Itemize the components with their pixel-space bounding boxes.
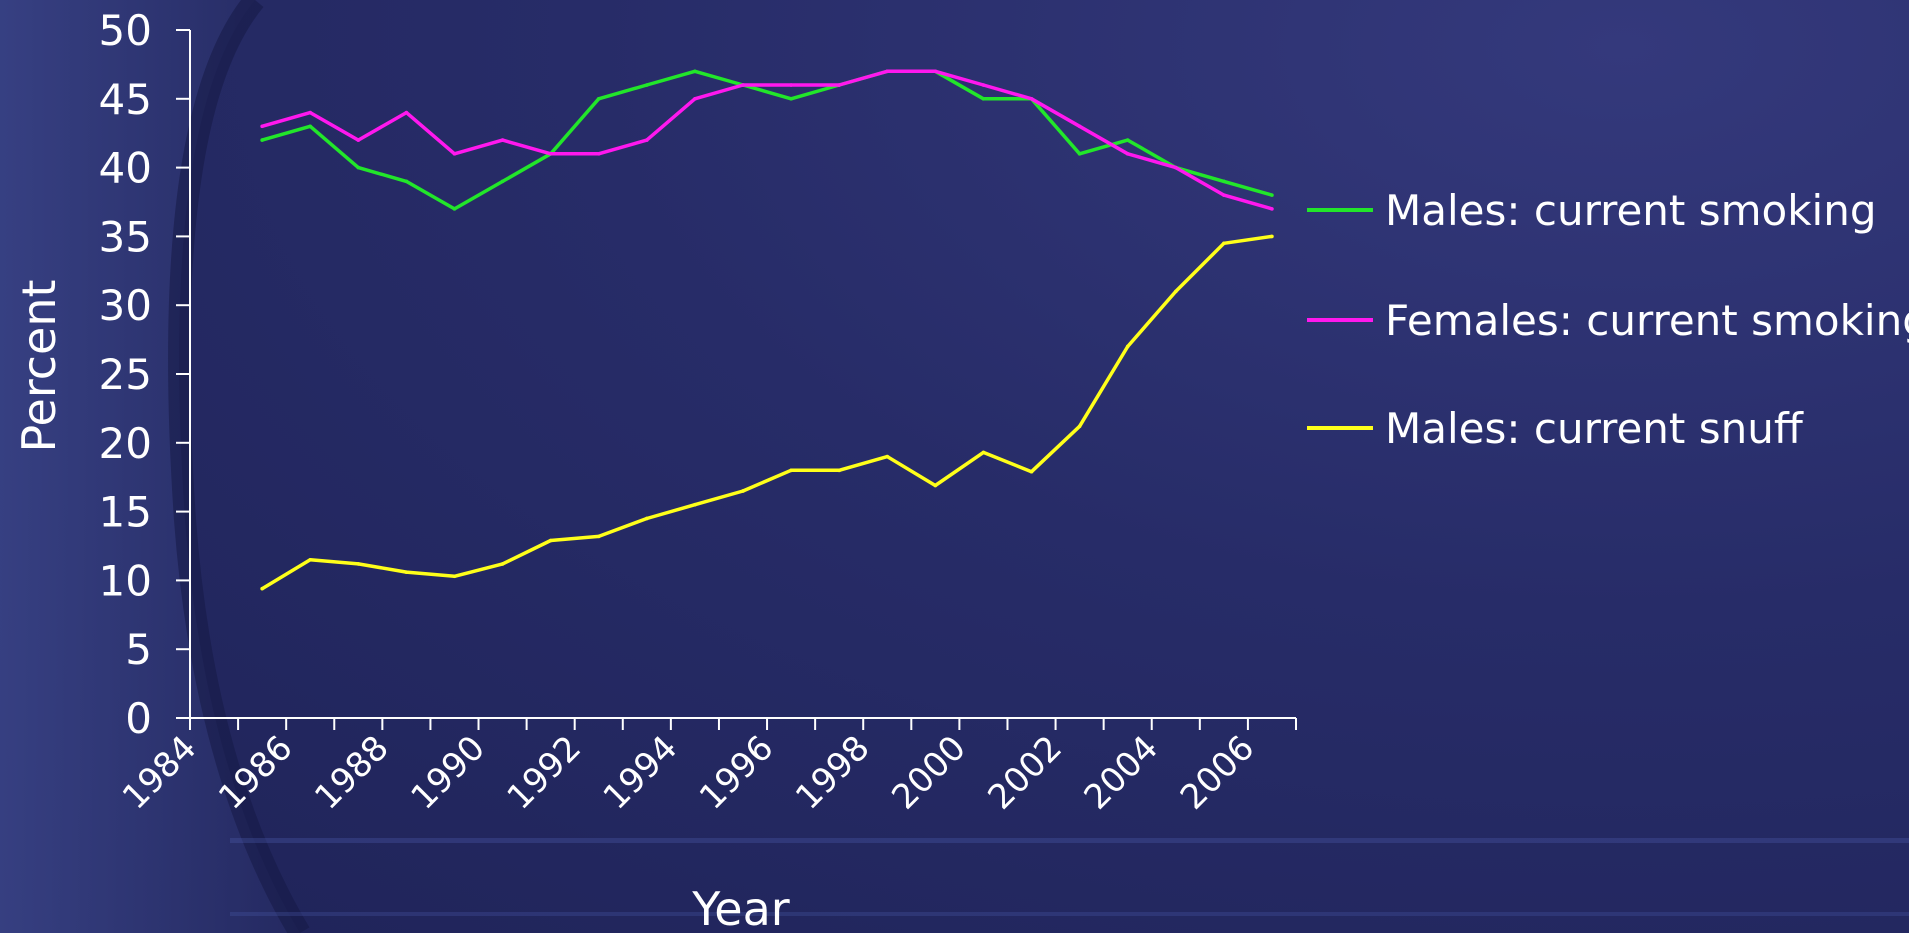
data-point xyxy=(789,83,793,87)
data-point xyxy=(452,207,457,211)
data-point xyxy=(981,97,986,101)
x-tick-label: 2002 xyxy=(980,728,1069,817)
x-tick-label: 1990 xyxy=(403,728,492,817)
y-axis-title: Percent xyxy=(12,279,66,452)
data-point xyxy=(1173,165,1178,170)
y-tick-label: 0 xyxy=(125,694,152,743)
data-point xyxy=(1222,193,1226,197)
data-point xyxy=(356,562,361,566)
series-line-2 xyxy=(261,69,1273,211)
series-line-1 xyxy=(261,69,1273,211)
data-point xyxy=(1125,152,1130,156)
data-point xyxy=(741,83,745,87)
y-tick-label: 35 xyxy=(99,212,152,261)
y-tick-label: 40 xyxy=(99,144,152,193)
data-point xyxy=(789,97,793,101)
data-point xyxy=(596,534,601,539)
data-point xyxy=(1270,193,1274,197)
data-point xyxy=(308,557,313,562)
y-tick-label: 10 xyxy=(99,556,152,605)
data-point xyxy=(260,586,264,591)
data-point xyxy=(1173,289,1178,294)
data-point xyxy=(1029,97,1034,101)
data-point xyxy=(981,83,986,87)
data-point xyxy=(693,502,697,507)
x-tick-label: 2006 xyxy=(1173,728,1262,817)
y-tick-label: 45 xyxy=(99,75,152,124)
y-tick-label: 50 xyxy=(99,6,152,55)
data-point xyxy=(260,124,264,129)
series-lines xyxy=(260,69,1274,591)
data-point xyxy=(596,97,601,101)
data-point xyxy=(548,538,553,543)
y-tick-label: 15 xyxy=(99,488,152,537)
data-point xyxy=(452,152,457,156)
data-point xyxy=(308,124,313,129)
data-point xyxy=(693,69,697,74)
y-ticks: 0 5 10 15 20 25 30 35 40 45 50 xyxy=(99,6,190,743)
data-point xyxy=(933,69,938,74)
data-point xyxy=(260,138,264,142)
data-point xyxy=(1077,124,1082,129)
data-point xyxy=(837,83,841,87)
series-line-3 xyxy=(261,234,1273,591)
data-point xyxy=(452,574,457,579)
data-point xyxy=(308,110,313,115)
x-tick-label: 1986 xyxy=(211,728,300,817)
x-tick-label: 1996 xyxy=(692,728,781,817)
data-point xyxy=(1222,179,1226,184)
legend: Males: current smoking Females: current s… xyxy=(1307,186,1909,453)
data-point xyxy=(885,69,890,74)
legend-label: Males: current smoking xyxy=(1385,186,1877,235)
data-point xyxy=(741,489,745,493)
data-point xyxy=(356,138,361,142)
data-point xyxy=(885,454,890,459)
data-point xyxy=(981,450,986,455)
data-point xyxy=(404,110,409,115)
axes xyxy=(189,30,1296,719)
x-tick-label: 1992 xyxy=(500,728,589,817)
x-tick-label: 2000 xyxy=(884,728,973,817)
data-point xyxy=(548,152,553,156)
y-tick-label: 25 xyxy=(99,350,152,399)
data-point xyxy=(693,97,697,101)
data-point xyxy=(500,138,505,142)
data-point xyxy=(596,152,601,156)
data-point xyxy=(1270,207,1274,211)
data-point xyxy=(1125,138,1130,142)
x-tick-label: 2004 xyxy=(1077,728,1166,817)
data-point xyxy=(933,483,938,488)
y-tick-label: 5 xyxy=(125,625,152,674)
data-point xyxy=(500,562,505,566)
data-point xyxy=(500,179,505,184)
x-ticks: 1984 1986 1988 1990 1992 1994 1996 1998 2000 2002… xyxy=(115,718,1297,818)
data-point xyxy=(1077,424,1082,429)
data-point xyxy=(1222,241,1226,246)
data-point xyxy=(1125,344,1130,349)
data-point xyxy=(1029,469,1034,474)
data-point xyxy=(789,468,793,473)
x-tick-label: 1988 xyxy=(307,728,396,817)
x-axis-title: Year xyxy=(691,882,789,933)
data-point xyxy=(1270,234,1274,239)
x-tick-label: 1994 xyxy=(596,728,685,817)
y-tick-label: 20 xyxy=(99,419,152,468)
data-point xyxy=(404,570,409,574)
y-tick-label: 30 xyxy=(99,281,152,330)
data-point xyxy=(1077,152,1082,156)
data-point xyxy=(356,165,361,170)
legend-label: Females: current smoking xyxy=(1385,296,1909,345)
data-point xyxy=(645,138,649,142)
data-point xyxy=(837,468,841,473)
data-point xyxy=(645,83,649,87)
data-point xyxy=(404,179,409,184)
x-tick-label: 1998 xyxy=(788,728,877,817)
legend-label: Males: current snuff xyxy=(1385,404,1804,453)
data-point xyxy=(645,516,649,521)
